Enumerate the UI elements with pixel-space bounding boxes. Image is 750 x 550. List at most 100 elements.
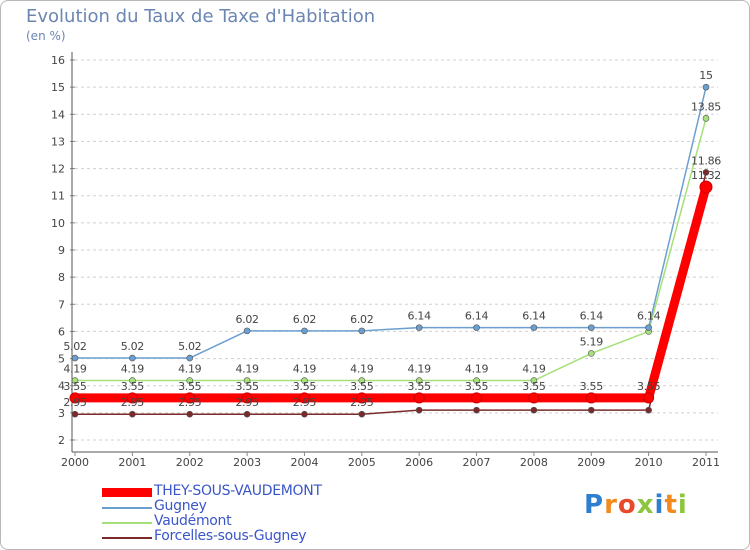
logo-letter: o bbox=[617, 490, 637, 520]
data-label-gugney-2000: 5.02 bbox=[63, 340, 86, 353]
legend-swatch-they-sous-vaudemont bbox=[102, 488, 152, 497]
data-label-forcelles-sous-gugney-2001: 2.95 bbox=[121, 396, 145, 409]
point-gugney-2003 bbox=[243, 327, 251, 335]
legend-label-vaud-mont: Vaudémont bbox=[154, 513, 232, 529]
point-they-sous-vaudemont-2010 bbox=[643, 392, 655, 404]
point-vaud-mont-2011 bbox=[702, 115, 710, 122]
x-tick-label-2010: 2010 bbox=[635, 456, 663, 469]
legend-swatch-gugney bbox=[102, 507, 152, 509]
data-label-forcelles-sous-gugney-2002: 2.95 bbox=[178, 396, 202, 409]
data-label-they-sous-vaudemont-2006: 3.55 bbox=[408, 380, 432, 393]
y-axis-unit-label: (en %) bbox=[26, 29, 66, 43]
point-forcelles-sous-gugney-2008 bbox=[530, 406, 538, 414]
y-tick-label-5: 5 bbox=[58, 353, 65, 366]
proxiti-logo: Proxiti bbox=[584, 490, 688, 520]
data-label-they-sous-vaudemont-2001: 3.55 bbox=[121, 380, 145, 393]
data-label-they-sous-vaudemont-2004: 3.55 bbox=[293, 380, 317, 393]
point-they-sous-vaudemont-2001 bbox=[126, 392, 138, 404]
point-forcelles-sous-gugney-2007 bbox=[473, 406, 480, 414]
point-they-sous-vaudemont-2006 bbox=[413, 392, 425, 404]
point-they-sous-vaudemont-2000 bbox=[69, 392, 81, 404]
x-tick-label-2008: 2008 bbox=[520, 456, 548, 469]
data-label-gugney-2005: 6.02 bbox=[350, 313, 373, 326]
x-tick-label-2003: 2003 bbox=[233, 456, 261, 469]
point-gugney-2006 bbox=[415, 324, 423, 331]
point-vaud-mont-2007 bbox=[473, 377, 480, 384]
point-gugney-2010 bbox=[645, 324, 652, 331]
point-vaud-mont-2009 bbox=[587, 350, 595, 357]
x-tick-label-2005: 2005 bbox=[348, 456, 376, 469]
point-they-sous-vaudemont-2004 bbox=[298, 392, 310, 404]
point-they-sous-vaudemont-2011 bbox=[699, 180, 713, 194]
axis-layer: 2 3 4 5 6 7 8 9 10 11 12 13 14 15 16 2000 2001 2002 2003 20… bbox=[51, 52, 720, 469]
point-they-sous-vaudemont-2002 bbox=[184, 392, 196, 404]
point-forcelles-sous-gugney-2004 bbox=[301, 410, 308, 418]
y-tick-label-9: 9 bbox=[58, 244, 65, 257]
data-label-gugney-2008: 6.14 bbox=[522, 310, 546, 323]
y-tick-label-4: 4 bbox=[58, 380, 65, 393]
x-tick-label-2009: 2009 bbox=[577, 456, 605, 469]
point-forcelles-sous-gugney-2011 bbox=[702, 169, 710, 176]
data-label-forcelles-sous-gugney-2003: 2.95 bbox=[235, 396, 259, 409]
point-vaud-mont-2006 bbox=[415, 377, 423, 384]
point-gugney-2007 bbox=[473, 324, 480, 331]
data-label-layer: 3.55 3.55 3.55 3.55 3.55 3.55 3.55 3.55 3.55 3.55… bbox=[63, 69, 721, 409]
data-label-gugney-2004: 6.02 bbox=[293, 313, 316, 326]
y-tick-label-14: 14 bbox=[51, 108, 65, 121]
data-label-they-sous-vaudemont-2011: 11.32 bbox=[691, 169, 721, 182]
point-gugney-2004 bbox=[301, 327, 308, 335]
legend-label-forcelles-sous-gugney: Forcelles-sous-Gugney bbox=[154, 528, 307, 544]
y-tick-label-15: 15 bbox=[51, 81, 65, 94]
point-vaud-mont-2001 bbox=[129, 377, 136, 384]
data-label-vaud-mont-2000: 4.19 bbox=[63, 363, 87, 376]
y-tick-label-16: 16 bbox=[51, 54, 65, 67]
data-label-vaud-mont-2002: 4.19 bbox=[178, 363, 202, 376]
series-line-gugney bbox=[75, 86, 707, 359]
data-label-forcelles-sous-gugney-2011: 11.86 bbox=[691, 154, 721, 167]
data-label-they-sous-vaudemont-2009: 3.55 bbox=[580, 380, 604, 393]
point-gugney-2008 bbox=[530, 324, 538, 331]
point-gugney-2005 bbox=[358, 327, 366, 335]
data-label-they-sous-vaudemont-2005: 3.55 bbox=[350, 380, 374, 393]
point-vaud-mont-2008 bbox=[530, 377, 538, 384]
x-tick-label-2001: 2001 bbox=[118, 456, 146, 469]
point-gugney-2009 bbox=[587, 324, 595, 331]
logo-letter: i bbox=[677, 490, 688, 520]
data-label-vaud-mont-2004: 4.19 bbox=[293, 363, 317, 376]
x-tick-label-2000: 2000 bbox=[61, 456, 89, 469]
point-vaud-mont-2002 bbox=[186, 377, 194, 384]
data-label-gugney-2001: 5.02 bbox=[121, 340, 144, 353]
x-tick-label-2011: 2011 bbox=[692, 456, 720, 469]
data-label-gugney-2003: 6.02 bbox=[235, 313, 258, 326]
legend-label-gugney: Gugney bbox=[154, 498, 207, 514]
point-vaud-mont-2000 bbox=[71, 377, 79, 384]
point-vaud-mont-2004 bbox=[301, 377, 308, 384]
legend-swatch-forcelles-sous-gugney bbox=[102, 537, 152, 539]
series-line-vaud-mont bbox=[75, 118, 707, 382]
x-tick-label-2006: 2006 bbox=[405, 456, 433, 469]
data-label-they-sous-vaudemont-2000: 3.55 bbox=[63, 380, 87, 393]
point-gugney-2001 bbox=[129, 354, 136, 362]
series-layer bbox=[69, 83, 713, 418]
y-tick-label-8: 8 bbox=[58, 271, 65, 284]
logo-letter: t bbox=[664, 490, 678, 520]
point-forcelles-sous-gugney-2005 bbox=[358, 410, 366, 418]
data-label-gugney-2011: 15 bbox=[699, 69, 713, 82]
data-label-forcelles-sous-gugney-2000: 2.95 bbox=[63, 396, 87, 409]
y-tick-label-13: 13 bbox=[51, 135, 65, 148]
point-they-sous-vaudemont-2005 bbox=[356, 392, 368, 404]
point-vaud-mont-2005 bbox=[358, 377, 366, 384]
point-forcelles-sous-gugney-2002 bbox=[186, 410, 194, 418]
point-gugney-2002 bbox=[186, 354, 194, 362]
point-they-sous-vaudemont-2003 bbox=[241, 392, 253, 404]
data-label-gugney-2002: 5.02 bbox=[178, 340, 201, 353]
data-label-they-sous-vaudemont-2008: 3.55 bbox=[522, 380, 546, 393]
logo-letter: r bbox=[604, 490, 618, 520]
point-gugney-2011 bbox=[702, 83, 710, 91]
data-label-vaud-mont-2007: 4.19 bbox=[465, 363, 489, 376]
y-tick-label-6: 6 bbox=[58, 325, 65, 338]
grid-layer bbox=[75, 59, 718, 441]
point-forcelles-sous-gugney-2009 bbox=[587, 406, 595, 414]
data-label-gugney-2006: 6.14 bbox=[408, 310, 432, 323]
